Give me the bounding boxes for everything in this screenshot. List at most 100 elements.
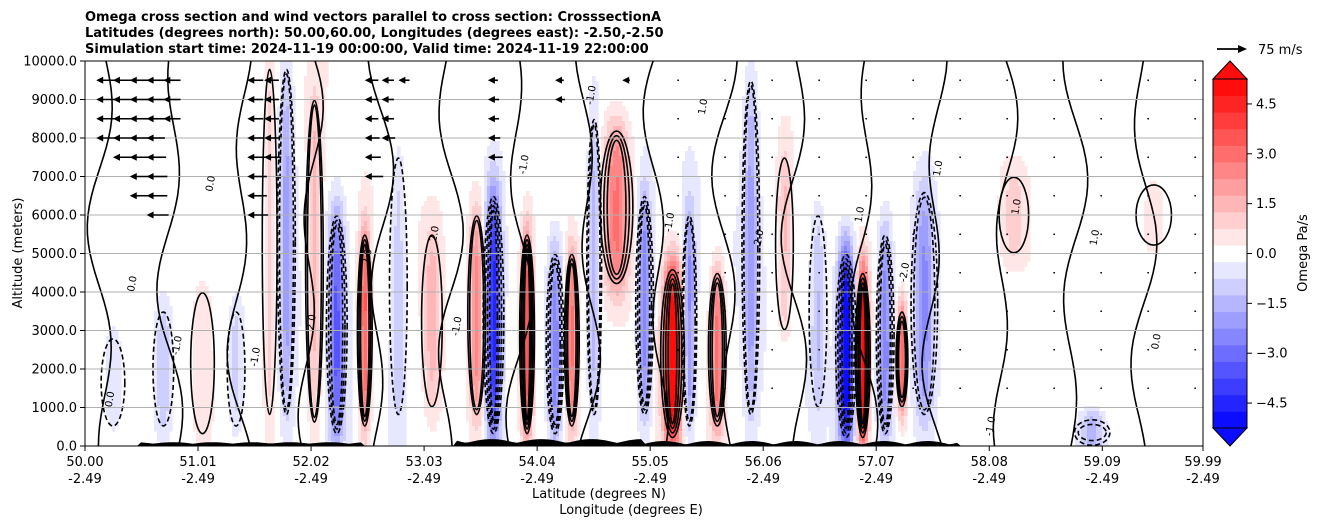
omega-cell	[265, 301, 269, 307]
omega-cell	[325, 71, 329, 77]
omega-cell	[502, 401, 506, 407]
omega-cell	[241, 376, 245, 382]
omega-cell	[358, 431, 362, 437]
omega-cell	[112, 361, 116, 367]
omega-cell	[154, 376, 158, 382]
omega-cell	[280, 211, 284, 217]
omega-cell	[502, 216, 506, 222]
omega-cell	[322, 141, 326, 147]
omega-cell	[403, 271, 407, 277]
omega-cell	[169, 421, 173, 427]
omega-cell	[364, 351, 368, 357]
omega-cell	[166, 411, 170, 417]
omega-cell	[295, 256, 299, 262]
omega-cell	[265, 186, 269, 192]
omega-cell	[271, 61, 275, 67]
omega-cell	[292, 211, 296, 217]
omega-cell	[349, 406, 353, 412]
omega-cell	[526, 321, 530, 327]
omega-cell	[391, 341, 395, 347]
omega-cell	[205, 341, 209, 347]
omega-cell	[271, 281, 275, 287]
omega-cell	[478, 346, 482, 352]
omega-cell	[361, 216, 365, 222]
omega-cell	[493, 371, 497, 377]
omega-cell	[166, 361, 170, 367]
omega-cell	[199, 331, 203, 337]
omega-cell	[313, 146, 317, 152]
omega-cell	[577, 271, 581, 277]
omega-cell	[196, 341, 200, 347]
omega-cell	[499, 336, 503, 342]
omega-cell	[466, 356, 470, 362]
omega-cell	[304, 121, 308, 127]
omega-cell	[106, 336, 110, 342]
omega-cell	[271, 236, 275, 242]
omega-cell	[322, 131, 326, 137]
omega-cell	[280, 76, 284, 82]
omega-cell	[364, 201, 368, 207]
omega-cell	[166, 381, 170, 387]
omega-cell	[316, 191, 320, 197]
omega-cell	[520, 211, 524, 217]
omega-cell	[208, 406, 212, 412]
omega-cell	[286, 106, 290, 112]
omega-cell	[199, 401, 203, 407]
omega-cell	[490, 191, 494, 197]
omega-cell	[433, 231, 437, 237]
omega-cell	[502, 271, 506, 277]
omega-cell	[433, 376, 437, 382]
omega-cell	[160, 421, 164, 427]
omega-cell	[466, 381, 470, 387]
omega-cell	[427, 271, 431, 277]
omega-cell	[286, 406, 290, 412]
omega-cell	[484, 421, 488, 427]
omega-cell	[424, 371, 428, 377]
omega-cell	[286, 121, 290, 127]
omega-cell	[106, 386, 110, 392]
omega-cell	[421, 261, 425, 267]
omega-cell	[289, 391, 293, 397]
omega-cell	[346, 271, 350, 277]
omega-cell	[283, 116, 287, 122]
omega-cell	[238, 336, 242, 342]
omega-cell	[472, 351, 476, 357]
omega-cell	[496, 186, 500, 192]
omega-cell	[487, 281, 491, 287]
omega-cell	[394, 386, 398, 392]
omega-cell	[493, 381, 497, 387]
omega-cell	[265, 286, 269, 292]
omega-cell	[349, 436, 353, 442]
omega-cell	[424, 281, 428, 287]
omega-cell	[400, 331, 404, 337]
omega-cell	[325, 261, 329, 267]
omega-cell	[556, 381, 560, 387]
omega-cell	[349, 341, 353, 347]
omega-cell	[268, 226, 272, 232]
omega-cell	[472, 421, 476, 427]
omega-cell	[334, 281, 338, 287]
omega-cell	[553, 291, 557, 297]
omega-cell	[202, 356, 206, 362]
omega-cell	[310, 301, 314, 307]
omega-cell	[331, 311, 335, 317]
omega-cell	[475, 346, 479, 352]
omega-cell	[526, 381, 530, 387]
omega-cell	[496, 356, 500, 362]
omega-cell	[436, 211, 440, 217]
omega-cell	[391, 286, 395, 292]
omega-cell	[397, 216, 401, 222]
omega-cell	[403, 411, 407, 417]
omega-cell	[490, 206, 494, 212]
omega-cell	[295, 201, 299, 207]
omega-cell	[265, 296, 269, 302]
omega-cell	[283, 211, 287, 217]
omega-cell	[487, 216, 491, 222]
omega-cell	[202, 286, 206, 292]
omega-cell	[595, 266, 599, 272]
omega-cell	[400, 226, 404, 232]
omega-cell	[403, 246, 407, 252]
omega-cell	[370, 211, 374, 217]
omega-cell	[496, 376, 500, 382]
omega-cell	[241, 341, 245, 347]
